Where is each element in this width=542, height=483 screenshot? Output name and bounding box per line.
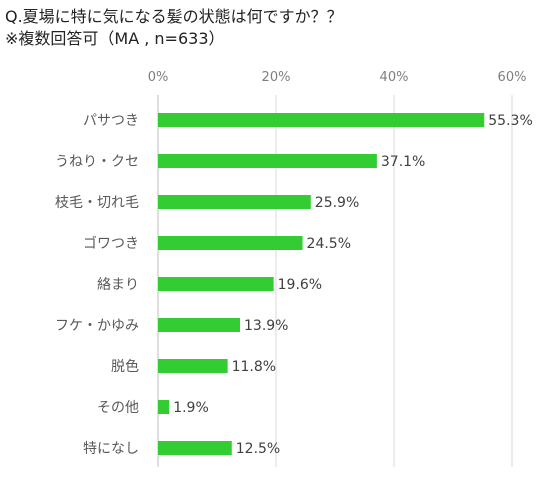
category-label: パサつき bbox=[83, 113, 139, 129]
category-label: 枝毛・切れ毛 bbox=[55, 195, 139, 211]
chart-title-line1: Q.夏場に特に気になる髪の状態は何ですか？？ bbox=[5, 7, 343, 26]
value-label: 25.9% bbox=[315, 195, 359, 211]
x-tick-label: 20% bbox=[262, 70, 291, 85]
bar bbox=[158, 113, 485, 127]
value-label: 11.8% bbox=[232, 359, 276, 375]
x-tick-label: 60% bbox=[498, 70, 527, 85]
category-label: その他 bbox=[97, 400, 139, 416]
bar bbox=[158, 154, 377, 168]
bar bbox=[158, 236, 303, 250]
bar bbox=[158, 318, 241, 332]
bar bbox=[158, 195, 311, 209]
x-tick-label: 40% bbox=[380, 70, 409, 85]
category-label: 絡まり bbox=[97, 277, 139, 293]
bar bbox=[158, 441, 232, 455]
value-label: 12.5% bbox=[236, 441, 280, 457]
value-label: 24.5% bbox=[307, 236, 351, 252]
bar bbox=[158, 400, 170, 414]
category-label: フケ・かゆみ bbox=[55, 318, 139, 334]
value-label: 19.6% bbox=[278, 277, 322, 293]
value-label: 13.9% bbox=[244, 318, 288, 334]
bar bbox=[158, 277, 274, 291]
category-label: 脱色 bbox=[111, 358, 139, 375]
bar bbox=[158, 359, 228, 373]
value-label: 55.3% bbox=[488, 113, 532, 129]
value-label: 1.9% bbox=[173, 400, 209, 416]
value-label: 37.1% bbox=[381, 154, 425, 170]
x-tick-label: 0% bbox=[148, 70, 169, 85]
category-label: うねり・クセ bbox=[55, 154, 139, 170]
category-label: ゴワつき bbox=[83, 235, 139, 252]
category-label: 特になし bbox=[83, 441, 139, 457]
chart-title-line2: ※複数回答可（MA , n=633） bbox=[5, 29, 225, 48]
